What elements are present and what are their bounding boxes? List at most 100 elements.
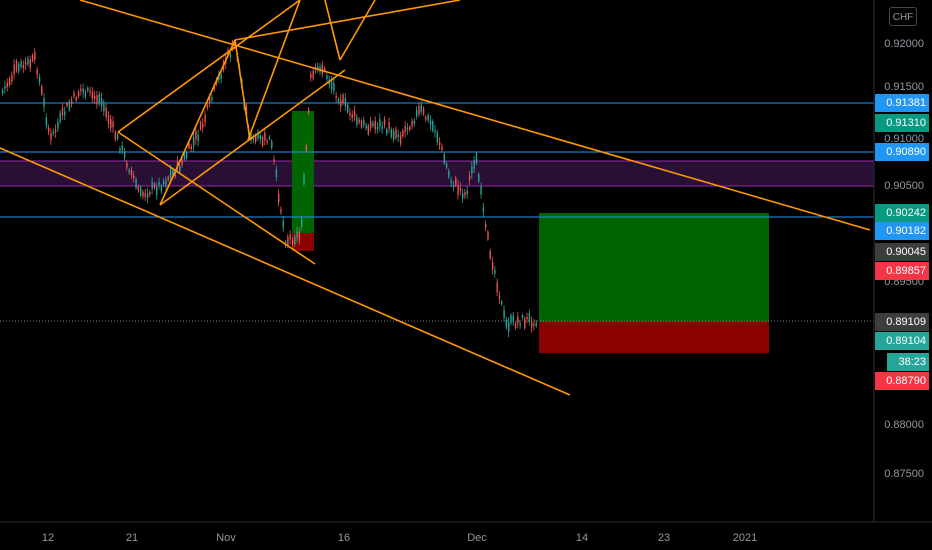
candle-body [264,132,266,141]
candle-body [413,120,416,124]
candle-body [38,76,41,83]
candle-body [45,117,48,126]
candle-body [176,161,179,167]
candle-body [153,183,156,189]
candle-body [163,181,165,185]
candle-body [91,92,94,99]
candle-body [213,86,215,90]
price-tag: 0.88790 [875,372,929,390]
candle-body [406,127,409,130]
candle-body [100,97,103,107]
candle-body [450,180,452,184]
candle-body [82,88,84,94]
candle-body [25,62,27,65]
candle-body [96,95,98,105]
candle-body [64,111,66,116]
date-axis-label: Nov [216,532,236,544]
short-position-profit-zone [292,111,314,233]
candle-body [259,135,261,140]
trend-line [159,69,346,206]
candle-body [107,115,110,124]
candle-body [466,190,468,194]
candle-body [18,63,20,72]
candle-body [186,152,188,159]
candle-body [376,126,379,130]
candle-body [275,169,278,178]
candle-body [4,85,6,89]
candle-body [443,153,445,164]
candle-body [22,65,25,69]
candle-body [468,175,471,180]
candle-body [370,120,372,128]
candle-body [340,99,342,107]
candle-body [512,315,514,323]
candle-body [514,323,517,329]
candle-body [330,80,333,90]
candle-body [89,90,91,93]
candle-body [11,74,13,82]
candle-body [491,261,494,270]
candle-body [365,124,367,129]
trend-line [234,0,461,41]
candle-body [462,193,464,199]
candle-body [498,296,501,299]
candle-body [121,145,123,150]
candle-body [174,172,176,177]
candle-body [395,128,397,138]
candle-body [436,132,439,143]
candle-body [489,250,491,259]
candle-body [409,126,411,130]
candle-body [422,108,425,114]
candle-body [508,322,510,332]
price-tag: 0.91310 [875,114,929,132]
candle-body [344,97,347,107]
drawing-zones[interactable] [0,102,874,353]
candle-body [307,109,310,114]
candle-body [535,322,537,326]
candle-body [347,104,349,113]
candle-body [209,97,211,104]
trend-line [159,39,236,206]
currency-button[interactable]: CHF [889,7,917,26]
date-axis-label: 23 [657,532,671,544]
candle-body [459,187,462,191]
candle-body [133,175,135,178]
candle-body [351,114,353,119]
candle-body [84,92,87,97]
candle-body [519,322,521,326]
candle-body [8,78,11,85]
candle-body [393,130,395,140]
candle-body [202,123,204,128]
candle-body [68,101,71,110]
candle-body [425,117,427,120]
candle-body [31,55,34,61]
candle-body [441,146,443,151]
candle-body [317,66,319,69]
candle-body [402,130,404,137]
candle-body [54,129,57,133]
candle-body [386,129,388,134]
candle-body [268,136,271,140]
candle-body [381,125,383,130]
candle-body [94,95,96,99]
candle-body [80,88,82,91]
candle-body [119,148,121,152]
candle-body [521,315,524,318]
trend-line [117,131,316,265]
candle-body [188,142,190,149]
candle-body [342,94,344,104]
price-tag: 0.89109 [875,313,929,331]
price-axis-label: 0.92000 [884,38,924,50]
candle-body [6,82,8,88]
candle-body [75,97,77,101]
price-tag: 0.91381 [875,94,929,112]
candle-body [271,141,273,149]
candle-body [190,146,192,149]
candle-body [448,170,450,177]
drawing-lines[interactable] [0,0,871,396]
candle-body [420,104,422,112]
candle-body [439,142,441,145]
candle-body [27,58,29,65]
candle-body [471,166,473,174]
